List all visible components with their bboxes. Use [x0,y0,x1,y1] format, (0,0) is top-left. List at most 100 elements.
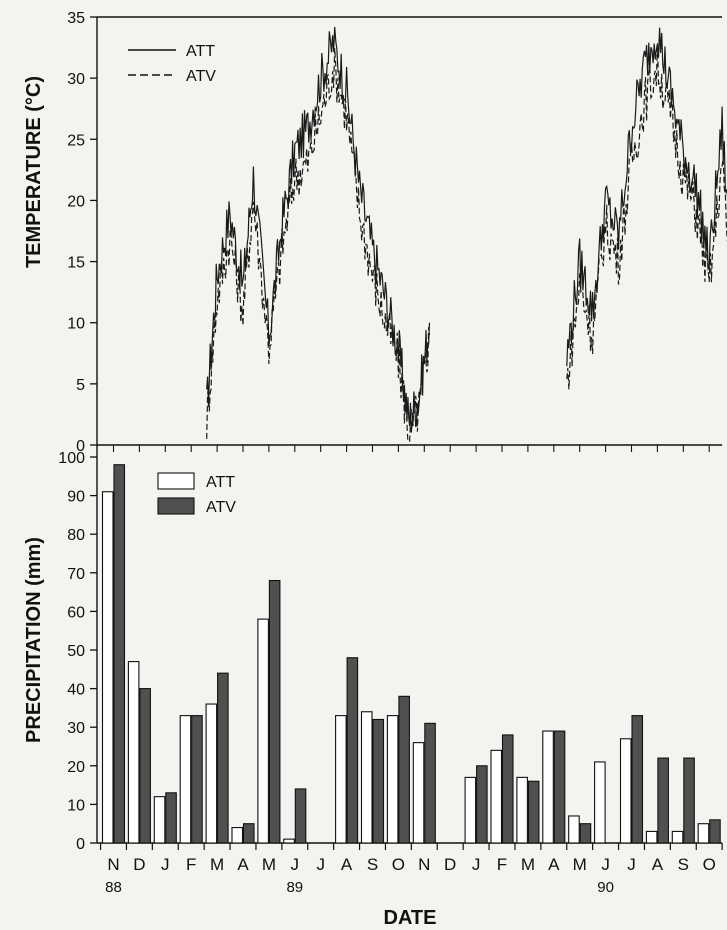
bar-atv [372,718,385,844]
precipitation-y-tick-label: 40 [67,682,85,699]
precipitation-legend-label: ATV [206,499,236,516]
precipitation-y-tick-label: 80 [67,527,85,544]
month-tick-label: J [472,855,481,874]
month-tick-label: F [497,855,507,874]
month-tick-label: J [601,855,610,874]
precipitation-y-tick-label: 50 [67,643,85,660]
month-tick-label: J [316,855,325,874]
temperature-y-tick-label: 30 [67,71,85,88]
bar-att [645,830,658,844]
bar-att [671,830,684,844]
bar-att [412,742,425,844]
precipitation-y-tick-label: 30 [67,720,85,737]
bar-att [179,715,192,844]
temperature-y-tick-label: 25 [67,132,85,149]
bar-atv [191,715,203,844]
bar-att [231,827,244,844]
month-tick-label: A [237,855,249,874]
temperature-y-tick-label: 5 [76,377,85,394]
bar-atv [476,765,488,844]
bar-att [283,838,295,844]
temperature-legend: ATT ATV [128,43,216,85]
temperature-panel: 0 5 10 15 20 25 30 35 ATT ATV TEMPERATURE (°C) [23,10,727,455]
month-tick-label: O [392,855,405,874]
temperature-series [206,26,727,442]
temperature-series-line [206,48,431,442]
bar-atv [553,730,566,844]
bar-att [619,738,632,844]
precipitation-y-tick-label: 20 [67,759,85,776]
precipitation-bars [101,464,721,844]
temperature-y-tick-label: 35 [67,10,85,27]
bar-att [464,776,477,844]
month-tick-label: A [548,855,560,874]
temperature-y-tick-label: 20 [67,193,85,210]
bar-att [360,711,373,844]
bar-att [542,730,554,844]
month-tick-label: M [521,855,535,874]
bar-att [101,491,114,844]
temperature-y-axis-label: TEMPERATURE (°C) [23,76,45,268]
temperature-legend-label: ATT [186,43,215,60]
precipitation-legend-swatch [157,497,195,515]
bar-att [568,815,580,844]
bar-att [257,618,269,844]
precipitation-legend-label: ATT [206,474,235,491]
bar-att [205,703,218,844]
month-tick-label: M [262,855,276,874]
bar-atv [242,823,255,844]
temperature-series-line [566,27,727,367]
bar-atv [579,823,592,844]
month-tick-label: M [573,855,587,874]
temperature-y-tick-label: 10 [67,316,85,333]
month-tick-label: J [627,855,636,874]
month-tick-label: S [678,855,689,874]
bar-atv [527,780,540,844]
month-tick-label: O [703,855,716,874]
bar-atv [268,579,281,844]
x-axis-label: DATE [384,907,437,929]
bar-atv [501,734,514,844]
temperature-legend-label: ATV [186,68,216,85]
bar-atv [294,788,307,844]
precipitation-y-axis-label: PRECIPITATION (mm) [23,537,45,743]
bar-att [697,823,710,844]
year-label: 90 [597,879,614,896]
bar-att [335,715,347,844]
bar-atv [217,672,229,844]
month-tick-label: J [161,855,170,874]
temperature-y-tick-label: 0 [76,438,85,455]
year-label: 89 [286,879,303,896]
bar-att [386,715,399,844]
month-tick-label: D [133,855,145,874]
temperature-series-line [206,26,431,433]
month-tick-label: A [652,855,664,874]
bar-atv [165,792,177,844]
bar-att [490,749,503,844]
month-tick-label: F [186,855,196,874]
precipitation-y-tick-label: 0 [76,836,85,853]
bar-atv [398,695,410,844]
temperature-series-line [566,43,727,390]
precipitation-legend-swatch [157,472,195,490]
precipitation-y-tick-label: 10 [67,797,85,814]
precipitation-y-tick-label: 60 [67,604,85,621]
bar-atv [346,657,359,844]
temperature-y-tick-label: 15 [67,255,85,272]
month-tick-label: N [418,855,430,874]
bar-att [516,776,528,844]
bar-atv [657,757,669,844]
bar-atv [113,464,126,844]
bar-atv [683,757,695,844]
month-tick-label: N [107,855,119,874]
month-x-ticks: N D J F M A M J J A S O N D J F M A M J J A S O88 89 90 [99,445,723,896]
precipitation-y-tick-label: 70 [67,566,85,583]
bar-att [153,796,166,844]
bar-atv [424,722,436,844]
year-label: 88 [105,879,122,896]
precipitation-y-tick-label: 100 [58,450,85,467]
bar-atv [139,688,151,844]
month-tick-label: J [291,855,300,874]
